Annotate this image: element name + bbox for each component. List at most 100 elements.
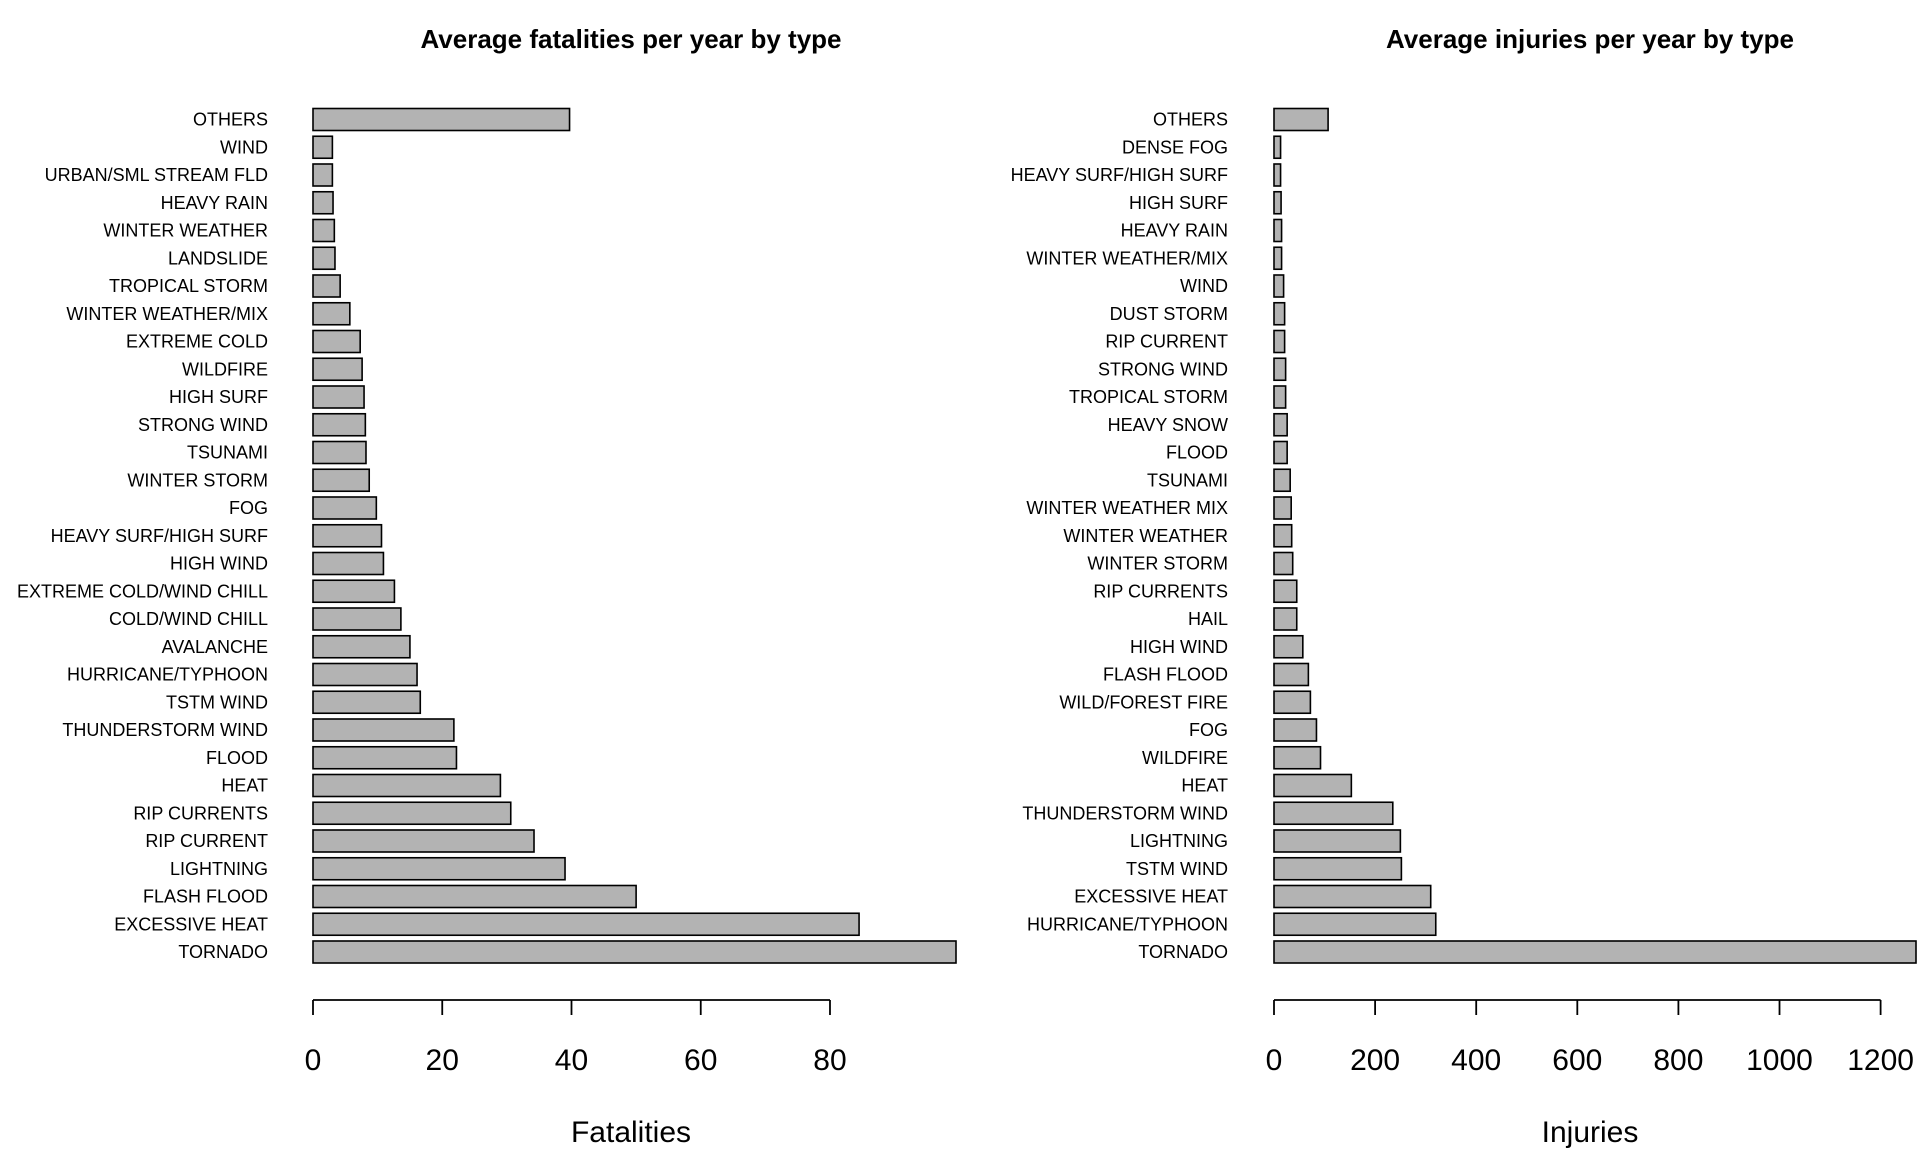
- fatalities-category-label: HURRICANE/TYPHOON: [67, 665, 268, 685]
- fatalities-bar: [312, 135, 334, 160]
- fatalities-bar: [312, 190, 334, 215]
- fatalities-bar: [312, 745, 458, 770]
- injuries-category-label: HEAVY SURF/HIGH SURF: [1011, 165, 1228, 185]
- fatalities-category-label: FOG: [229, 498, 268, 518]
- fatalities-bar: [312, 163, 334, 187]
- injuries-category-label: FLOOD: [1166, 443, 1228, 463]
- injuries-category-label: THUNDERSTORM WIND: [1022, 803, 1228, 823]
- injuries-tick-label: 400: [1451, 1044, 1501, 1077]
- injuries-category-labels: TORNADO HURRICANE/TYPHOON EXCESSIVE HEAT TS…: [1011, 110, 1228, 963]
- fatalities-category-label: WINTER WEATHER/MIX: [66, 304, 268, 324]
- fatalities-bar: [312, 718, 455, 742]
- fatalities-tick-label: 0: [305, 1044, 322, 1077]
- fatalities-bar: [312, 329, 361, 354]
- injuries-category-label: STRONG WIND: [1098, 359, 1228, 379]
- injuries-bar: [1273, 218, 1283, 243]
- fatalities-category-label: FLOOD: [206, 748, 268, 768]
- injuries-bar: [1273, 329, 1286, 354]
- fatalities-bar: [312, 912, 860, 937]
- injuries-tick-label: 0: [1266, 1044, 1283, 1077]
- injuries-bar: [1273, 163, 1282, 187]
- fatalities-category-labels: TORNADO EXCESSIVE HEAT FLASH FLOOD LIGHTNIN…: [17, 110, 268, 963]
- injuries-tick-label: 1200: [1847, 1044, 1914, 1077]
- fatalities-tick-label: 80: [813, 1044, 846, 1077]
- injuries-bar: [1273, 107, 1329, 132]
- fatalities-category-label: OTHERS: [193, 110, 268, 130]
- fatalities-bar: [312, 634, 411, 659]
- injuries-bar: [1273, 468, 1291, 493]
- fatalities-category-label: LANDSLIDE: [168, 248, 268, 268]
- fatalities-category-label: TROPICAL STORM: [109, 276, 268, 296]
- fatalities-category-label: TSUNAMI: [187, 443, 268, 463]
- injuries-bar: [1273, 690, 1312, 715]
- injuries-bar: [1273, 884, 1432, 909]
- fatalities-category-label: EXCESSIVE HEAT: [114, 914, 268, 934]
- injuries-category-label: HEAVY RAIN: [1121, 221, 1228, 241]
- fatalities-category-label: HIGH SURF: [169, 387, 268, 407]
- injuries-bars: [1273, 107, 1917, 964]
- injuries-bar: [1273, 385, 1287, 409]
- injuries-bar: [1273, 801, 1394, 826]
- fatalities-bar: [312, 551, 385, 576]
- fatalities-category-label: WINTER STORM: [127, 470, 268, 490]
- fatalities-bar: [312, 218, 336, 243]
- injuries-category-label: WINTER STORM: [1087, 554, 1228, 574]
- injuries-category-label: OTHERS: [1153, 110, 1228, 130]
- injuries-category-label: HIGH WIND: [1130, 637, 1228, 657]
- injuries-category-label: WILDFIRE: [1142, 748, 1228, 768]
- injuries-bar: [1273, 607, 1298, 631]
- fatalities-category-label: HIGH WIND: [170, 554, 268, 574]
- injuries-category-label: RIP CURRENTS: [1093, 581, 1228, 601]
- injuries-bar: [1273, 634, 1304, 659]
- injuries-bar: [1273, 357, 1287, 382]
- fatalities-bar: [312, 107, 571, 132]
- injuries-category-label: DENSE FOG: [1122, 137, 1228, 157]
- injuries-bar: [1273, 496, 1292, 520]
- fatalities-axis-title: Fatalities: [571, 1116, 691, 1149]
- injuries-category-label: RIP CURRENT: [1105, 332, 1228, 352]
- fatalities-bar: [312, 884, 637, 909]
- fatalities-bar: [312, 829, 535, 853]
- fatalities-category-label: STRONG WIND: [138, 415, 268, 435]
- fatalities-category-label: TSTM WIND: [166, 692, 268, 712]
- fatalities-bar: [312, 246, 336, 271]
- injuries-bar: [1273, 912, 1437, 937]
- injuries-category-label: HEAVY SNOW: [1108, 415, 1228, 435]
- fatalities-bar: [312, 357, 363, 382]
- injuries-bar: [1273, 551, 1294, 576]
- fatalities-bar: [312, 523, 383, 548]
- injuries-category-label: WILD/FOREST FIRE: [1059, 692, 1228, 712]
- fatalities-category-label: COLD/WIND CHILL: [109, 609, 268, 629]
- injuries-tick-label: 600: [1552, 1044, 1602, 1077]
- fatalities-category-label: WIND: [220, 137, 268, 157]
- injuries-category-label: WINTER WEATHER: [1063, 526, 1228, 546]
- injuries-category-label: HEAT: [1181, 776, 1228, 796]
- fatalities-tick-label: 40: [555, 1044, 588, 1077]
- fatalities-bar: [312, 856, 566, 881]
- fatalities-category-label: WILDFIRE: [182, 359, 268, 379]
- injuries-x-axis: 0 200 400 600 800 1000 1200: [1266, 999, 1914, 1077]
- fatalities-bar: [312, 690, 422, 715]
- fatalities-category-label: WINTER WEATHER: [103, 221, 268, 241]
- injuries-bar: [1273, 246, 1283, 271]
- fatalities-bar: [312, 412, 367, 437]
- injuries-axis-title: Injuries: [1542, 1116, 1639, 1149]
- fatalities-bar: [312, 579, 396, 604]
- fatalities-category-label: URBAN/SML STREAM FLD: [45, 165, 268, 185]
- injuries-category-label: WINTER WEATHER/MIX: [1026, 248, 1228, 268]
- injuries-tick-label: 1000: [1746, 1044, 1813, 1077]
- injuries-category-label: WIND: [1180, 276, 1228, 296]
- fatalities-bar: [312, 940, 957, 964]
- injuries-category-label: HURRICANE/TYPHOON: [1027, 914, 1228, 934]
- fatalities-category-label: RIP CURRENTS: [133, 803, 268, 823]
- injuries-bar: [1273, 274, 1285, 298]
- injuries-category-label: EXCESSIVE HEAT: [1074, 887, 1228, 907]
- fatalities-chart-title: Average fatalities per year by type: [420, 24, 841, 54]
- fatalities-x-axis: 0 20 40 60 80: [305, 999, 847, 1077]
- fatalities-bar: [312, 496, 378, 520]
- fatalities-category-label: EXTREME COLD/WIND CHILL: [17, 581, 268, 601]
- fatalities-bar: [312, 468, 371, 493]
- fatalities-category-label: TORNADO: [178, 942, 268, 962]
- injuries-tick-label: 200: [1350, 1044, 1400, 1077]
